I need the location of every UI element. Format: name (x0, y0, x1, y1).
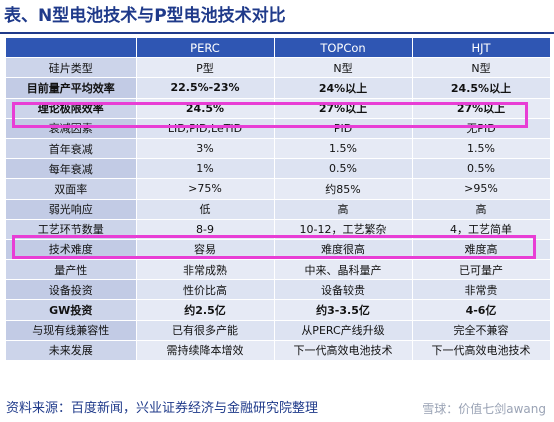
row-label: GW投资 (6, 299, 137, 321)
table-cell: 约85% (274, 178, 413, 200)
table-cell: LID,PID,LeTID (136, 118, 275, 139)
table-row: 硅片类型 P型 N型 N型 (6, 57, 551, 79)
table-header-row: PERC TOPCon HJT (6, 38, 551, 59)
table-cell: 难度高 (412, 239, 551, 261)
table-body: 硅片类型 P型 N型 N型 目前量产平均效率 22.5%-23% 24%以上 24.5%以上理… (6, 57, 551, 362)
table-cell: 24.5% (136, 98, 275, 119)
table-cell: 高 (412, 199, 551, 220)
row-label: 量产性 (6, 259, 137, 281)
table-cell: 低 (136, 199, 275, 220)
table-cell: >95% (412, 178, 551, 200)
table-cell: >75% (136, 178, 275, 200)
table-row: 理论极限效率 24.5% 27%以上 27%以上 (6, 98, 551, 119)
table-row: GW投资 约2.5亿 约3-3.5亿 4-6亿 (6, 299, 551, 321)
comparison-table: PERC TOPCon HJT 硅片类型 P型 N型 N型 目前量产平均效率 22.5%-… (6, 38, 551, 362)
table-cell: 下一代高效电池技术 (274, 340, 413, 362)
table-cell: 完全不兼容 (412, 320, 551, 341)
table-cell: 已可量产 (412, 259, 551, 281)
table-cell: P型 (136, 57, 275, 79)
table-cell: 已有很多产能 (136, 320, 275, 341)
row-label: 理论极限效率 (6, 98, 137, 119)
table-cell: 非常贵 (412, 279, 551, 301)
table-cell: 约3-3.5亿 (274, 299, 413, 321)
row-label: 目前量产平均效率 (6, 77, 137, 99)
table-cell: 无PID (412, 118, 551, 139)
row-label: 弱光响应 (6, 199, 137, 220)
table-cell: 性价比高 (136, 279, 275, 301)
row-label: 衰减因素 (6, 118, 137, 139)
table-cell: N型 (274, 57, 413, 79)
table-cell: 设备较贵 (274, 279, 413, 301)
title-divider (0, 32, 554, 34)
table-cell: 0.5% (274, 158, 413, 180)
table-cell: 8-9 (136, 219, 275, 240)
row-label: 未来发展 (6, 340, 137, 362)
table-row: 双面率 >75% 约85% >95% (6, 178, 551, 200)
table-cell: 需持续降本增效 (136, 340, 275, 362)
table-row: 工艺环节数量 8-9 10-12，工艺繁杂 4，工艺简单 (6, 219, 551, 240)
source-note: 资料来源：百度新闻，兴业证券经济与金融研究院整理 (6, 401, 319, 416)
table-cell: PID (274, 118, 413, 139)
table-row: 设备投资 性价比高 设备较贵 非常贵 (6, 279, 551, 301)
table-cell: 3% (136, 138, 275, 160)
table-cell: 非常成熟 (136, 259, 275, 281)
row-label: 与现有线兼容性 (6, 320, 137, 341)
row-label: 技术难度 (6, 239, 137, 261)
table-cell: 约2.5亿 (136, 299, 275, 321)
row-label: 首年衰减 (6, 138, 137, 160)
table-row: 目前量产平均效率 22.5%-23% 24%以上 24.5%以上 (6, 77, 551, 99)
row-label: 设备投资 (6, 279, 137, 301)
table-cell: 高 (274, 199, 413, 220)
table-cell: 容易 (136, 239, 275, 261)
table-row: 未来发展 需持续降本增效 下一代高效电池技术 下一代高效电池技术 (6, 340, 551, 362)
header-perc: PERC (136, 38, 275, 59)
watermark: 雪球：价值七剑awang (422, 402, 546, 416)
table-cell: 1% (136, 158, 275, 180)
table-cell: N型 (412, 57, 551, 79)
header-corner (6, 38, 137, 59)
table-cell: 下一代高效电池技术 (412, 340, 551, 362)
table-row: 每年衰减 1% 0.5% 0.5% (6, 158, 551, 180)
table-cell: 难度很高 (274, 239, 413, 261)
row-label: 硅片类型 (6, 57, 137, 79)
table-cell: 1.5% (274, 138, 413, 160)
header-hjt: HJT (412, 38, 551, 59)
table-row: 与现有线兼容性 已有很多产能 从PERC产线升级 完全不兼容 (6, 320, 551, 341)
table-cell: 24%以上 (274, 77, 413, 99)
table-cell: 从PERC产线升级 (274, 320, 413, 341)
table-cell: 22.5%-23% (136, 77, 275, 99)
table-row: 技术难度 容易 难度很高 难度高 (6, 239, 551, 261)
row-label: 双面率 (6, 178, 137, 200)
row-label: 工艺环节数量 (6, 219, 137, 240)
table-cell: 4-6亿 (412, 299, 551, 321)
table-cell: 27%以上 (412, 98, 551, 119)
table-row: 衰减因素 LID,PID,LeTID PID 无PID (6, 118, 551, 139)
table-cell: 27%以上 (274, 98, 413, 119)
table-cell: 1.5% (412, 138, 551, 160)
table-cell: 中来、晶科量产 (274, 259, 413, 281)
table-row: 首年衰减 3% 1.5% 1.5% (6, 138, 551, 160)
table-cell: 24.5%以上 (412, 77, 551, 99)
table-cell: 4，工艺简单 (412, 219, 551, 240)
row-label: 每年衰减 (6, 158, 137, 180)
table-cell: 10-12，工艺繁杂 (274, 219, 413, 240)
header-topcon: TOPCon (274, 38, 413, 59)
table-row: 量产性 非常成熟 中来、晶科量产 已可量产 (6, 259, 551, 281)
table-row: 弱光响应低高高 (6, 199, 551, 220)
page-title: 表、N型电池技术与P型电池技术对比 (4, 6, 286, 26)
table-cell: 0.5% (412, 158, 551, 180)
